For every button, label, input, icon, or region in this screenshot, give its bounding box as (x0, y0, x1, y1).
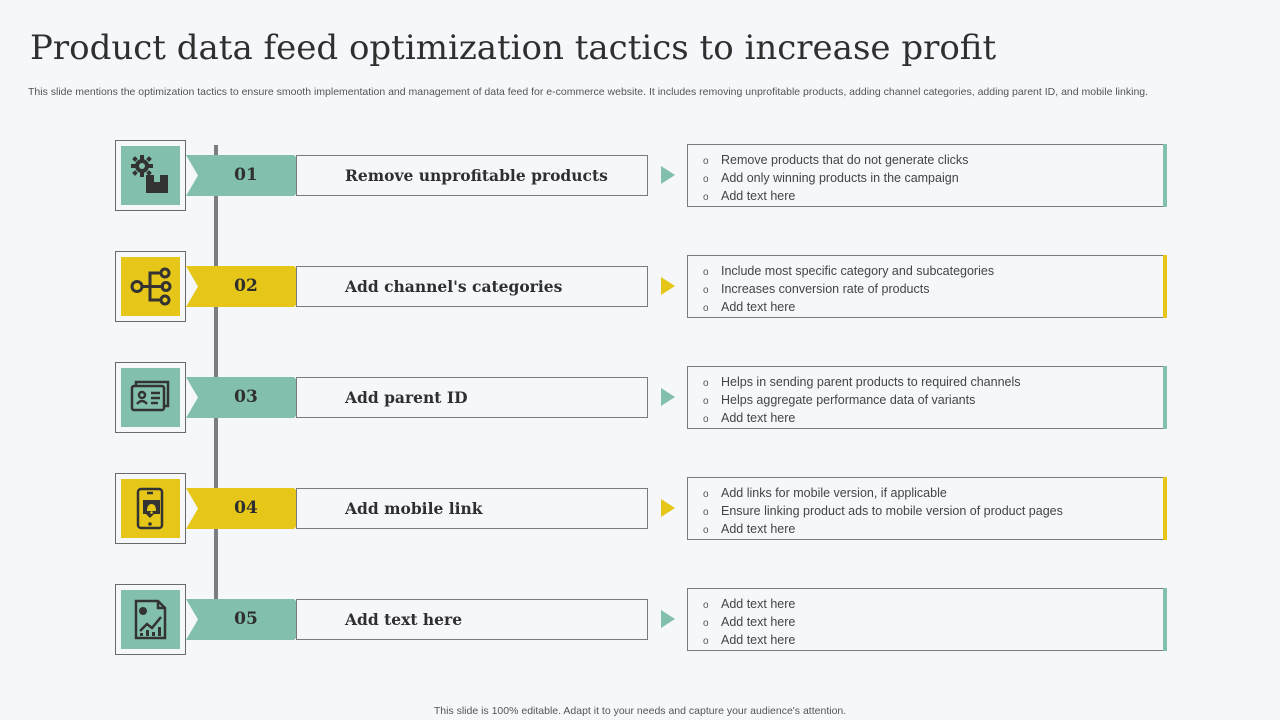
bullet-item: o Ensure linking product ads to mobile ve… (703, 504, 1063, 518)
tactic-label-box: Add channel's categories (296, 266, 648, 307)
bullet-item: o Add only winning products in the campai… (703, 171, 959, 185)
accent-bar (1163, 588, 1167, 651)
number-chevron: 04 (186, 488, 316, 529)
tactic-details-box: o Remove products that do not generate cl… (687, 144, 1167, 207)
tactic-label: Add text here (345, 610, 463, 629)
bullet-item: o Add text here (703, 597, 796, 611)
tactic-label: Add parent ID (345, 388, 468, 407)
bullet-list: o Remove products that do not generate cl… (703, 152, 968, 206)
tactic-label-box: Add parent ID (296, 377, 648, 418)
icon-frame (115, 473, 186, 544)
bullet-item: o Add text here (703, 522, 796, 536)
tactic-row: 04 Add mobile link o Add links for mobile… (0, 473, 1280, 563)
mobile-notification-icon (136, 487, 164, 530)
triangle-arrow-icon (661, 166, 675, 184)
tactic-details-box: o Add text here o Add text here o Add text … (687, 588, 1167, 651)
bullet-item: o Remove products that do not generate cl… (703, 153, 969, 167)
gear-box-icon (131, 155, 168, 193)
accent-bar (1163, 477, 1167, 540)
icon-frame (115, 251, 186, 322)
icon-tile (121, 257, 180, 316)
hierarchy-icon (130, 267, 172, 306)
accent-bar (1163, 366, 1167, 429)
tactic-label: Add channel's categories (345, 277, 563, 296)
step-number: 03 (234, 387, 258, 407)
accent-bar (1163, 144, 1167, 207)
tactic-details-box: o Add links for mobile version, if applic… (687, 477, 1167, 540)
step-number: 02 (234, 276, 258, 296)
bullet-item: o Add links for mobile version, if applic… (703, 486, 947, 500)
bullet-list: o Helps in sending parent products to req… (703, 374, 1021, 428)
tactic-label: Add mobile link (345, 499, 483, 518)
tactic-row: 05 Add text here o Add text here o Add tex… (0, 584, 1280, 674)
tactic-label-box: Add mobile link (296, 488, 648, 529)
page-subtitle: This slide mentions the optimization tac… (28, 86, 1149, 98)
icon-frame (115, 362, 186, 433)
bullet-item: o Add text here (703, 300, 796, 314)
tactic-row: 03 Add parent ID o Helps in sending paren… (0, 362, 1280, 452)
bullet-list: o Add links for mobile version, if applic… (703, 485, 1063, 539)
tactic-label: Remove unprofitable products (345, 166, 608, 185)
icon-tile (121, 146, 180, 205)
page-title: Product data feed optimization tactics t… (30, 28, 997, 68)
icon-tile (121, 368, 180, 427)
triangle-arrow-icon (661, 277, 675, 295)
tactic-row: 01 Remove unprofitable products o Remove … (0, 140, 1280, 230)
icon-frame (115, 584, 186, 655)
icon-tile (121, 479, 180, 538)
triangle-arrow-icon (661, 388, 675, 406)
triangle-arrow-icon (661, 499, 675, 517)
bullet-item: o Include most specific category and subc… (703, 264, 995, 278)
icon-frame (115, 140, 186, 211)
tactic-details-box: o Helps in sending parent products to req… (687, 366, 1167, 429)
bullet-item: o Add text here (703, 633, 796, 647)
bullet-list: o Add text here o Add text here o Add text … (703, 596, 795, 650)
number-chevron: 03 (186, 377, 316, 418)
id-card-icon (130, 380, 170, 412)
tactic-label-box: Add text here (296, 599, 648, 640)
bullet-item: o Helps aggregate performance data of var… (703, 393, 976, 407)
bullet-item: o Add text here (703, 411, 796, 425)
triangle-arrow-icon (661, 610, 675, 628)
bullet-item: o Helps in sending parent products to req… (703, 375, 1021, 389)
bullet-item: o Increases conversion rate of products (703, 282, 930, 296)
footer-note: This slide is 100% editable. Adapt it to… (433, 705, 847, 717)
bullet-item: o Add text here (703, 189, 796, 203)
step-number: 05 (234, 609, 258, 629)
step-number: 01 (234, 165, 258, 185)
tactic-label-box: Remove unprofitable products (296, 155, 648, 196)
accent-bar (1163, 255, 1167, 318)
number-chevron: 02 (186, 266, 316, 307)
step-number: 04 (234, 498, 258, 518)
number-chevron: 01 (186, 155, 316, 196)
tactic-details-box: o Include most specific category and subc… (687, 255, 1167, 318)
report-chart-icon (134, 599, 167, 640)
number-chevron: 05 (186, 599, 316, 640)
bullet-list: o Include most specific category and subc… (703, 263, 994, 317)
bullet-item: o Add text here (703, 615, 796, 629)
tactic-row: 02 Add channel's categories o Include mos… (0, 251, 1280, 341)
icon-tile (121, 590, 180, 649)
